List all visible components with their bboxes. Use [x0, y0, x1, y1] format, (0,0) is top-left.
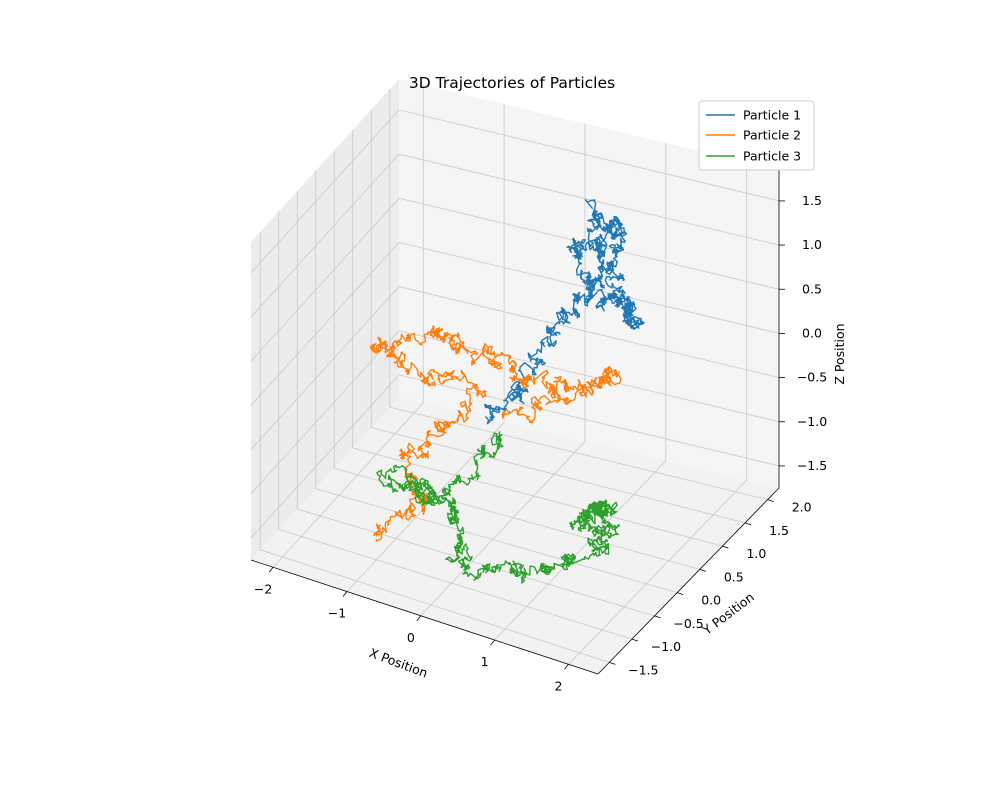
legend-frame: [698, 100, 815, 171]
y-tick: [654, 615, 661, 619]
y-grid-line: [333, 150, 700, 570]
x-tick-label: 2: [554, 678, 562, 693]
y-tick: [767, 499, 774, 503]
y-tick-label: 2.0: [792, 500, 812, 515]
x-tick: [416, 615, 422, 622]
z-grid-line: [250, 330, 780, 495]
x-tick-label: 0: [407, 630, 415, 645]
y-grid-line: [315, 170, 678, 594]
z-tick-label: 0.5: [802, 281, 822, 296]
z-grid-line: [250, 109, 780, 274]
z-grid-line: [250, 153, 780, 318]
z-tick-label: 0.0: [802, 325, 822, 340]
x-grid-line: [494, 142, 667, 641]
y-grid-line: [259, 231, 610, 663]
series-line-particle-1: [484, 198, 645, 425]
axis-lines: [250, 170, 785, 675]
x-tick: [564, 664, 569, 670]
y-tick: [609, 661, 616, 665]
y-tick: [744, 522, 752, 526]
z-grid-line: [250, 286, 780, 450]
z-tick-label: −1.0: [797, 414, 827, 429]
z-grid-line: [250, 197, 780, 362]
y-tick-label: −1.5: [628, 662, 658, 677]
legend-label-particle-3: Particle 3: [743, 149, 801, 164]
left-pane: [251, 79, 399, 560]
x-grid-line: [346, 104, 505, 592]
legend-label-particle-2: Particle 2: [743, 128, 801, 143]
x-axis-line: [250, 559, 599, 675]
y-tick: [677, 592, 684, 596]
chart-title: 3D Trajectories of Particles: [409, 74, 615, 92]
y-tick: [722, 545, 729, 549]
x-tick: [490, 639, 495, 646]
y-tick-label: −0.5: [673, 616, 703, 631]
x-grid-line: [272, 84, 424, 568]
x-grid-line: [568, 162, 748, 665]
y-grid-line: [296, 191, 655, 617]
series-layer: [369, 198, 645, 584]
z-tick-label: 1.0: [802, 237, 822, 252]
x-grid-line: [420, 123, 586, 617]
series-line-particle-3: [376, 431, 620, 584]
z-axis-title: Z Position: [832, 323, 847, 384]
z-tick-label: −1.5: [797, 458, 827, 473]
y-tick-label: 0.5: [724, 569, 744, 584]
y-grid-line: [389, 89, 768, 501]
z-grid-line: [250, 374, 780, 539]
y-tick: [631, 638, 639, 642]
x-tick-label: 1: [481, 654, 489, 669]
z-tick-label: −0.5: [797, 370, 827, 385]
y-tick-label: 1.0: [746, 546, 766, 561]
legend-label-particle-1: Particle 1: [743, 108, 801, 123]
z-grid-line: [250, 241, 780, 406]
y-tick-label: 0.0: [701, 593, 721, 608]
series-line-particle-2: [369, 325, 622, 542]
x-tick: [268, 567, 274, 573]
floor-pane: [251, 397, 779, 674]
tick-labels: −2−1012−1.5−1.0−0.50.00.51.01.52.0−1.5−1…: [254, 193, 827, 693]
y-grid-line: [278, 211, 633, 640]
y-grid-line: [370, 109, 746, 524]
grid-lines: [250, 84, 780, 665]
y-axis-line: [597, 487, 780, 675]
legend: Particle 1 Particle 2 Particle 3: [698, 100, 815, 171]
y-tick-label: 1.5: [769, 523, 789, 538]
x-tick-label: −2: [254, 581, 272, 596]
y-tick: [699, 568, 706, 572]
x-tick-label: −1: [328, 606, 346, 621]
y-tick-label: −1.0: [651, 639, 681, 654]
x-tick: [342, 591, 348, 597]
z-tick-label: 1.5: [802, 193, 822, 208]
